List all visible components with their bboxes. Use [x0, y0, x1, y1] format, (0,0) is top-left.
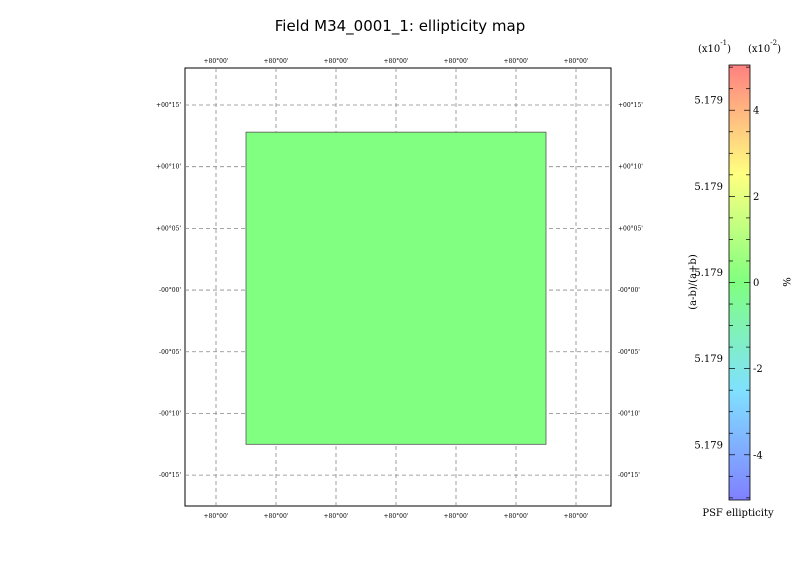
y-tick-label-left: -00°10': [159, 410, 181, 417]
y-tick-label-right: -00°10': [618, 410, 640, 417]
x-tick-label-bottom: +80°00': [204, 513, 229, 520]
colorbar-right-ticks: 4 2 0 -2 -4: [753, 106, 763, 462]
y-tick-labels-left: +00°15' +00°10' +00°05' -00°00' -00°05' -00°1…: [156, 102, 181, 479]
y-tick-label-left: -00°15': [159, 472, 181, 479]
plot-frame: [184, 67, 612, 507]
colorbar-right-multiplier: (x10-2): [748, 39, 781, 55]
y-tick-label-right: +00°05': [618, 225, 643, 232]
x-tick-label-top: +80°00': [564, 58, 589, 65]
y-tick-label-right: -00°00': [618, 287, 640, 294]
y-tick-label-right: -00°05': [618, 349, 640, 356]
y-tick-label-left: -00°00': [159, 287, 181, 294]
colorbar-right-tick-label: -2: [753, 364, 763, 375]
field-tile: [245, 131, 547, 445]
y-tick-label-left: +00°15': [156, 102, 181, 109]
y-tick-label-left: -00°05': [159, 349, 181, 356]
chart-title: Field M34_0001_1: ellipticity map: [275, 17, 526, 36]
y-tick-label-left: +00°10': [156, 164, 181, 171]
x-tick-labels-top: +80°00' +80°00' +80°00' +80°00' +80°00' +80°0…: [204, 58, 589, 65]
colorbar-right-tick-label: 4: [753, 106, 759, 117]
colorbar-left-tick-label: 5.179: [694, 268, 723, 279]
x-tick-label-bottom: +80°00': [384, 513, 409, 520]
plot-area: +80°00' +80°00' +80°00' +80°00' +80°00' +80°0…: [156, 58, 643, 520]
colorbar-left-axis-label: (a-b)/(a+b): [688, 254, 699, 310]
colorbar: 5.179 5.179 5.179 5.179 5.179 4 2 0 -2 -4 (x10-1…: [688, 39, 791, 519]
y-tick-label-right: -00°15': [618, 472, 640, 479]
colorbar-left-tick-label: 5.179: [694, 182, 723, 193]
colorbar-right-tick-label: 0: [753, 278, 759, 289]
y-tick-label-right: +00°10': [618, 164, 643, 171]
x-tick-label-bottom: +80°00': [264, 513, 289, 520]
x-tick-label-bottom: +80°00': [324, 513, 349, 520]
y-tick-label-right: +00°15': [618, 102, 643, 109]
x-tick-label-top: +80°00': [504, 58, 529, 65]
x-tick-label-bottom: +80°00': [504, 513, 529, 520]
x-tick-label-top: +80°00': [444, 58, 469, 65]
x-tick-label-bottom: +80°00': [444, 513, 469, 520]
x-tick-label-bottom: +80°00': [564, 513, 589, 520]
colorbar-left-multiplier: (x10-1): [698, 39, 731, 55]
x-tick-label-top: +80°00': [324, 58, 349, 65]
x-tick-label-top: +80°00': [264, 58, 289, 65]
colorbar-left-tick-label: 5.179: [694, 96, 723, 107]
x-tick-label-top: +80°00': [204, 58, 229, 65]
colorbar-right-tick-label: -4: [753, 450, 763, 461]
y-tick-labels-right: +00°15' +00°10' +00°05' -00°00' -00°05' -00°1…: [618, 102, 643, 479]
x-tick-labels-bottom: +80°00' +80°00' +80°00' +80°00' +80°00' +80°0…: [204, 513, 589, 520]
x-tick-label-top: +80°00': [384, 58, 409, 65]
y-tick-label-left: +00°05': [156, 225, 181, 232]
colorbar-left-ticks: 5.179 5.179 5.179 5.179 5.179: [694, 96, 723, 452]
colorbar-right-tick-label: 2: [753, 192, 759, 203]
colorbar-title: PSF ellipticity: [702, 508, 774, 519]
colorbar-minor-ticks: [729, 66, 750, 499]
colorbar-left-tick-label: 5.179: [694, 440, 723, 451]
colorbar-left-tick-label: 5.179: [694, 354, 723, 365]
colorbar-right-axis-label: %: [780, 277, 791, 287]
